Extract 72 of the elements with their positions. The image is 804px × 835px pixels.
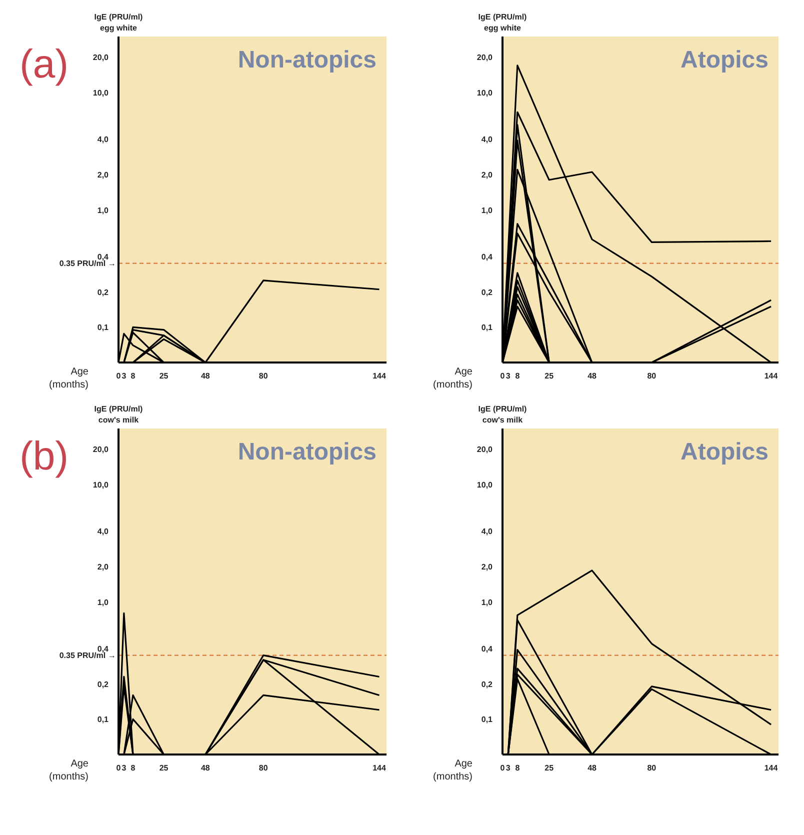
x-tick-label: 80 xyxy=(647,372,657,380)
y-tick-label: 0,2 xyxy=(97,680,110,689)
y-tick-label: 0,1 xyxy=(481,715,494,724)
x-tick-label: 48 xyxy=(588,764,598,772)
x-tick-label: 3 xyxy=(122,372,127,380)
x-tick-label: 8 xyxy=(130,764,136,772)
x-tick-label: 25 xyxy=(544,372,554,380)
x-tick-label: 25 xyxy=(544,764,554,772)
y-tick-label: 20,0 xyxy=(476,53,494,62)
chart-title: Atopics xyxy=(680,438,769,466)
x-tick-label: 3 xyxy=(122,764,127,772)
y-tick-label: 4,0 xyxy=(97,527,110,536)
x-tick-label: 80 xyxy=(647,764,657,772)
x-tick-label: 80 xyxy=(258,372,268,380)
y-tick-label: 2,0 xyxy=(97,170,110,180)
x-tick-label: 144 xyxy=(764,764,778,772)
x-tick-label: 144 xyxy=(372,764,386,772)
x-tick-label: 0 xyxy=(116,372,122,380)
y-tick-label: 10,0 xyxy=(92,480,110,490)
y-tick-label: 4,0 xyxy=(481,527,494,536)
y-tick-label: 4,0 xyxy=(97,135,110,144)
x-tick-label: 8 xyxy=(515,372,520,380)
x-tick-label: 0 xyxy=(500,764,506,772)
chart-title: Non-atopics xyxy=(238,438,377,466)
x-tick-label: 8 xyxy=(130,372,136,380)
chart-title: Atopics xyxy=(680,46,769,74)
x-tick-label: 8 xyxy=(515,764,520,772)
y-tick-label: 0,2 xyxy=(481,288,494,297)
x-axis-title: Age (months) xyxy=(49,758,89,783)
y-axis-title: IgE (PRU/ml) cow's milk xyxy=(94,404,144,424)
x-tick-label: 144 xyxy=(764,372,778,380)
y-tick-label: 10,0 xyxy=(476,88,494,98)
y-tick-label: 20,0 xyxy=(92,53,110,62)
x-tick-label: 48 xyxy=(200,764,210,772)
y-tick-label: 0,2 xyxy=(97,288,110,297)
x-tick-label: 80 xyxy=(258,764,268,772)
text: (b) xyxy=(20,434,69,478)
y-tick-label: 2,0 xyxy=(97,562,110,572)
x-axis-title: Age (months) xyxy=(49,366,89,391)
y-axis-title: IgE (PRU/ml) egg white xyxy=(94,12,144,32)
x-tick-label: 0 xyxy=(116,764,122,772)
y-tick-label: 1,0 xyxy=(97,598,110,607)
y-tick-label: 2,0 xyxy=(481,170,494,180)
y-axis-title: IgE (PRU/ml) egg white xyxy=(478,12,528,32)
x-axis-title: Age (months) xyxy=(433,758,473,783)
y-tick-label: 0,1 xyxy=(97,715,110,724)
y-tick-label: 2,0 xyxy=(481,562,494,572)
text: (a) xyxy=(20,42,69,86)
x-axis-title: Age (months) xyxy=(433,366,473,391)
x-tick-label: 48 xyxy=(200,372,210,380)
x-tick-label: 144 xyxy=(372,372,386,380)
x-tick-label: 25 xyxy=(159,372,169,380)
x-tick-label: 48 xyxy=(588,372,598,380)
y-tick-label: 0,1 xyxy=(481,323,494,332)
y-tick-label: 1,0 xyxy=(97,206,110,215)
x-tick-label: 3 xyxy=(506,372,511,380)
x-tick-label: 0 xyxy=(500,372,506,380)
y-tick-label: 4,0 xyxy=(481,135,494,144)
y-tick-label: 1,0 xyxy=(481,598,494,607)
y-tick-label: 20,0 xyxy=(476,445,494,454)
y-tick-label: 0,2 xyxy=(481,680,494,689)
y-tick-label: 0,1 xyxy=(97,323,110,332)
y-tick-label: 10,0 xyxy=(476,480,494,490)
y-tick-label: 20,0 xyxy=(92,445,110,454)
x-tick-label: 25 xyxy=(159,764,169,772)
y-axis-title: IgE (PRU/ml) cow's milk xyxy=(478,404,528,424)
y-tick-label: 1,0 xyxy=(481,206,494,215)
y-tick-label: 10,0 xyxy=(92,88,110,98)
y-tick-label: 0,4 xyxy=(481,252,494,262)
chart-title: Non-atopics xyxy=(238,46,377,74)
x-tick-label: 3 xyxy=(506,764,511,772)
y-tick-label: 0,4 xyxy=(481,644,494,654)
